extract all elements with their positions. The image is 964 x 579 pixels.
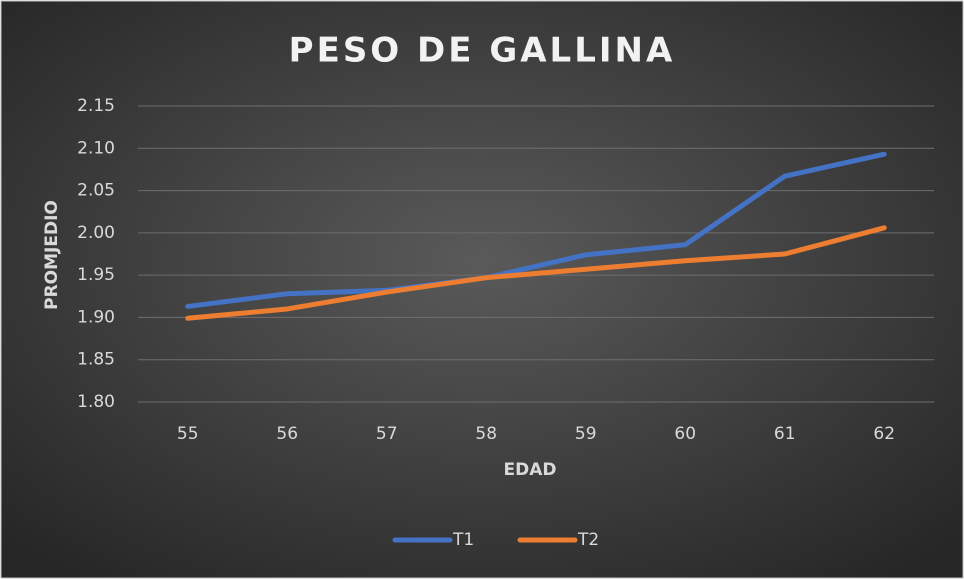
x-tick-label: 57 xyxy=(376,424,398,444)
y-tick-label: 1.95 xyxy=(77,265,115,285)
x-tick-label: 62 xyxy=(873,424,895,444)
x-axis-label: EDAD xyxy=(504,460,557,480)
x-tick-label: 61 xyxy=(774,424,796,444)
chart-title: PESO DE GALLINA xyxy=(289,31,676,71)
y-tick-label: 1.80 xyxy=(77,392,115,412)
y-tick-label: 2.15 xyxy=(77,96,115,116)
x-tick-label: 58 xyxy=(475,424,497,444)
line-series xyxy=(185,151,887,309)
line-series xyxy=(185,225,887,321)
x-tick-label: 55 xyxy=(177,424,199,444)
y-tick-label: 2.00 xyxy=(77,223,115,243)
x-tick-label: 60 xyxy=(674,424,696,444)
y-tick-label: 1.85 xyxy=(77,350,115,370)
x-tick-label: 56 xyxy=(276,424,298,444)
y-axis-label: PROMJEDIO xyxy=(42,200,62,310)
y-tick-label: 2.05 xyxy=(77,181,115,201)
legend-label: T1 xyxy=(452,530,474,550)
y-tick-label: 1.90 xyxy=(77,307,115,327)
y-tick-label: 2.10 xyxy=(77,138,115,158)
x-tick-label: 59 xyxy=(575,424,597,444)
legend-label: T2 xyxy=(577,530,599,550)
